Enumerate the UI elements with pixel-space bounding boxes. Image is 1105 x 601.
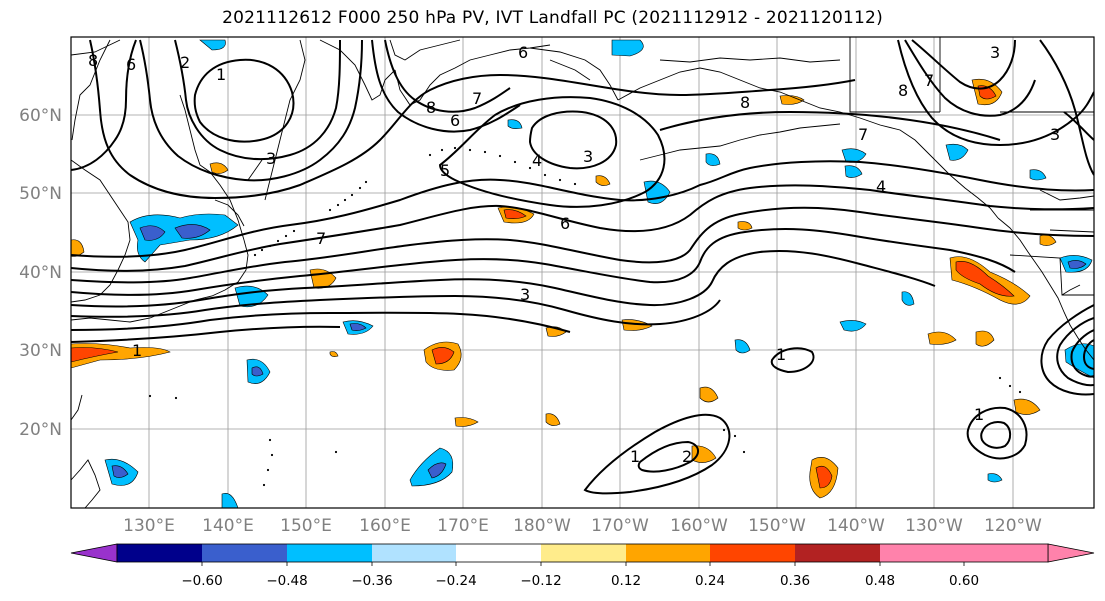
map-title: 2021112612 F000 250 hPa PV, IVT Landfall… xyxy=(222,8,883,28)
contour-label: 1 xyxy=(132,341,142,360)
contour-label: 3 xyxy=(990,43,1000,62)
contour-label: 3 xyxy=(266,149,276,168)
colorbar-extend-right xyxy=(1047,543,1095,563)
lon-label: 140°E xyxy=(202,516,254,536)
contour-label: 5 xyxy=(440,161,450,180)
contour-label: 8 xyxy=(898,81,908,100)
contour-label: 1 xyxy=(216,65,226,84)
colorbar: −0.60 −0.48 −0.36 −0.24 −0.12 0.12 0.24 … xyxy=(70,543,1095,589)
contour-label: 2 xyxy=(180,53,190,72)
colorbar-segment xyxy=(456,544,541,562)
lat-label: 20°N xyxy=(19,420,62,440)
contour-labels: 8 6 2 1 3 8 6 7 5 4 3 6 7 3 7 6 8 8 3 7 … xyxy=(88,43,1060,466)
contour-label: 6 xyxy=(126,55,136,74)
colorbar-tick: −0.48 xyxy=(266,573,307,589)
colorbar-segment xyxy=(202,544,287,562)
contour-label: 8 xyxy=(740,93,750,112)
contour-label: 8 xyxy=(88,51,98,70)
colorbar-tick: 0.12 xyxy=(611,573,641,589)
longitude-labels: 130°E 140°E 150°E 160°E 170°E 180°W 170°… xyxy=(123,516,1042,536)
lon-label: 170°W xyxy=(591,516,649,536)
colorbar-extend-left xyxy=(70,543,118,563)
plot-frame xyxy=(70,36,1095,509)
colorbar-segment xyxy=(964,544,1048,562)
colorbar-segment xyxy=(795,544,880,562)
colorbar-segment xyxy=(117,544,202,562)
lat-label: 40°N xyxy=(19,263,62,283)
lon-label: 180°W xyxy=(513,516,571,536)
colorbar-tick: −0.24 xyxy=(435,573,476,589)
contour-label: 2 xyxy=(682,447,692,466)
colorbar-segment xyxy=(880,544,964,562)
colorbar-tick: 0.36 xyxy=(780,573,810,589)
contour-label: 7 xyxy=(924,71,934,90)
island-chains xyxy=(148,146,1022,487)
lat-label: 60°N xyxy=(19,106,62,126)
pv-shading xyxy=(71,39,1094,508)
lon-label: 150°E xyxy=(280,516,332,536)
lon-label: 150°W xyxy=(748,516,806,536)
contour-label: 1 xyxy=(776,345,786,364)
contour-label: 3 xyxy=(1050,125,1060,144)
lon-label: 160°E xyxy=(359,516,411,536)
contour-lines xyxy=(71,39,1094,495)
colorbar-tick: −0.60 xyxy=(181,573,222,589)
contour-label: 8 xyxy=(426,98,436,117)
colorbar-tick: −0.12 xyxy=(520,573,561,589)
contour-label: 6 xyxy=(560,214,570,233)
contour-label: 4 xyxy=(876,177,886,196)
coastlines xyxy=(71,37,1094,508)
contour-label: 3 xyxy=(583,147,593,166)
lat-label: 30°N xyxy=(19,341,62,361)
colorbar-tick: 0.48 xyxy=(865,573,895,589)
contour-label: 7 xyxy=(858,125,868,144)
lon-label: 120°W xyxy=(984,516,1042,536)
contour-label: 7 xyxy=(316,229,326,248)
contour-label: 6 xyxy=(450,111,460,130)
colorbar-segment xyxy=(372,544,456,562)
contour-label: 4 xyxy=(532,151,542,170)
graticule xyxy=(71,37,1094,508)
plot-area xyxy=(71,37,1094,508)
contour-label: 3 xyxy=(520,285,530,304)
lon-label: 160°W xyxy=(670,516,728,536)
lon-label: 170°E xyxy=(437,516,489,536)
colorbar-segment xyxy=(626,544,710,562)
lon-label: 140°W xyxy=(827,516,885,536)
colorbar-tick: 0.24 xyxy=(695,573,725,589)
contour-label: 6 xyxy=(518,43,528,62)
latitude-labels: 60°N 50°N 40°N 30°N 20°N xyxy=(19,106,62,440)
colorbar-segment xyxy=(710,544,795,562)
contour-label: 7 xyxy=(472,89,482,108)
lat-label: 50°N xyxy=(19,184,62,204)
contour-label: 1 xyxy=(630,447,640,466)
colorbar-tick: −0.36 xyxy=(351,573,392,589)
colorbar-tick: 0.60 xyxy=(949,573,979,589)
colorbar-segment xyxy=(541,544,626,562)
contour-label: 1 xyxy=(974,405,984,424)
lon-label: 130°E xyxy=(123,516,175,536)
lon-label: 130°W xyxy=(905,516,963,536)
colorbar-segment xyxy=(287,544,372,562)
